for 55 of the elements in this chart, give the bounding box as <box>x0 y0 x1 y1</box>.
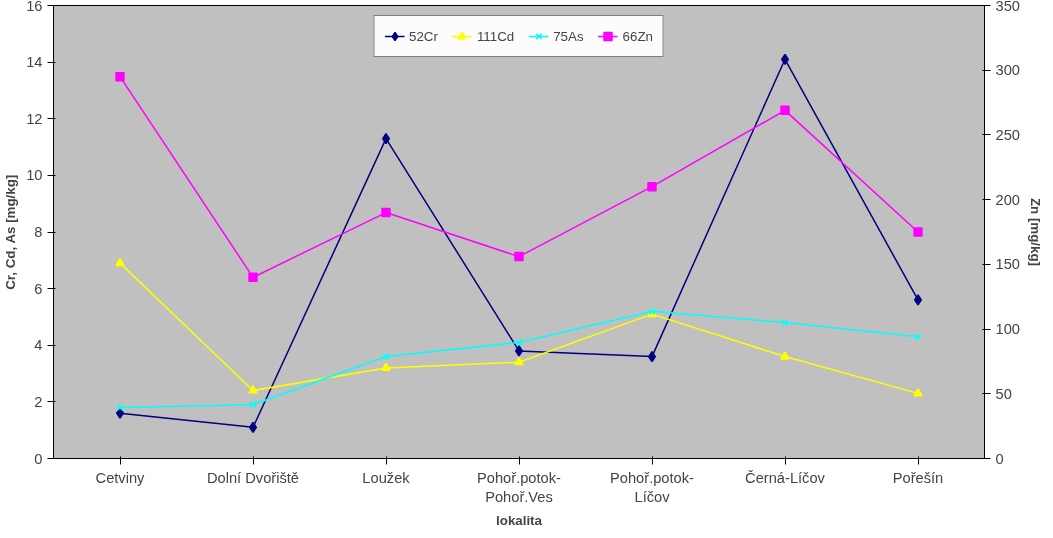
point <box>514 345 524 357</box>
point <box>647 181 657 192</box>
point <box>381 362 391 371</box>
y2-tick-label: 50 <box>995 385 1012 402</box>
y2-tick-label: 350 <box>995 0 1020 14</box>
point <box>116 403 124 412</box>
point <box>913 388 923 397</box>
y-tick-label: 0 <box>34 450 43 467</box>
y2-tick-label: 100 <box>995 321 1020 338</box>
legend-label: 66Zn <box>622 28 653 44</box>
y2-tick-label: 0 <box>995 450 1004 467</box>
y2-axis-title: Zn [mg/kg] <box>1027 197 1043 267</box>
point <box>647 350 657 363</box>
legend-label: 52Cr <box>409 28 438 44</box>
point <box>780 105 790 116</box>
point <box>781 319 789 327</box>
y-tick-label: 8 <box>34 224 43 240</box>
y-tick-label: 4 <box>34 337 43 354</box>
point <box>913 227 923 237</box>
y-tick-label: 10 <box>26 167 43 184</box>
y-tick-label: 12 <box>26 110 43 127</box>
point <box>913 294 923 306</box>
point <box>248 421 258 434</box>
point <box>115 257 125 267</box>
point <box>248 385 258 394</box>
point <box>115 71 125 82</box>
x-axis-title: lokalita <box>496 512 543 528</box>
point <box>115 407 125 419</box>
y2-tick-label: 150 <box>995 256 1020 273</box>
point <box>382 353 390 361</box>
y2-tick-label: 250 <box>995 126 1020 143</box>
y-tick-label: 2 <box>34 393 43 410</box>
point <box>515 338 523 346</box>
y-tick-label: 6 <box>34 280 43 297</box>
point <box>381 207 391 218</box>
x-tick-label: Pohoř.potok- Pohoř.Ves <box>477 469 562 505</box>
x-tick-label: Dolní Dvořiště <box>206 469 300 486</box>
point <box>248 272 258 283</box>
legend-label: 111Cd <box>476 28 515 44</box>
point <box>780 351 790 360</box>
x-tick-label: Loužek <box>362 469 411 486</box>
point <box>381 132 391 145</box>
point <box>514 251 524 262</box>
y2-tick-label: 300 <box>995 62 1020 79</box>
y-tick-label: 14 <box>26 54 43 71</box>
x-tick-label: Pořešín <box>892 469 944 486</box>
point <box>514 356 524 366</box>
x-tick-label: Černá-Líčov <box>745 469 826 486</box>
point <box>780 53 790 66</box>
x-tick-label: Pohoř.potok- Líčov <box>610 469 695 505</box>
y-axis-title: Cr, Cd, As [mg/kg] <box>3 174 19 290</box>
x-tick-label: Cetviny <box>95 469 146 486</box>
y-tick-label: 16 <box>26 0 43 14</box>
y2-tick-label: 200 <box>995 191 1020 208</box>
legend-label: 75As <box>553 28 584 44</box>
